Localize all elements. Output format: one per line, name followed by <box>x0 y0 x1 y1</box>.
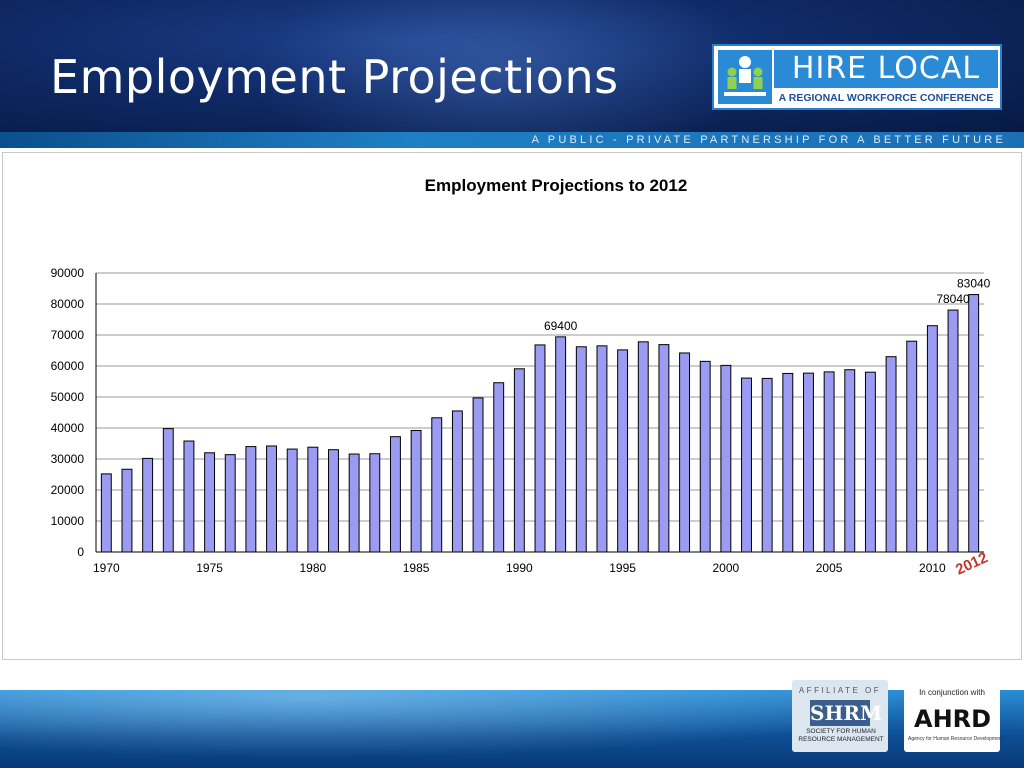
bar <box>761 377 773 553</box>
y-tick-label: 80000 <box>51 297 85 311</box>
bar <box>245 446 257 553</box>
y-tick-label: 0 <box>77 545 84 559</box>
y-tick-label: 20000 <box>51 483 85 497</box>
bar <box>699 360 711 553</box>
hire-local-logo: HIRE LOCAL A REGIONAL WORKFORCE CONFEREN… <box>712 44 1002 110</box>
x-tick-label: 2000 <box>713 561 740 575</box>
x-tick-label: 1970 <box>93 561 120 575</box>
bar <box>348 453 360 553</box>
y-tick-label: 90000 <box>51 266 85 280</box>
x-tick-label-highlight: 2012 <box>953 549 990 579</box>
bar <box>596 345 608 553</box>
bar <box>328 449 339 553</box>
page-title: Employment Projections <box>50 50 619 104</box>
bar <box>658 344 670 553</box>
bar <box>286 448 298 553</box>
bar <box>100 473 112 553</box>
y-tick-label: 50000 <box>51 390 85 404</box>
shrm-logo: SHRM <box>810 700 883 726</box>
y-tick-label: 30000 <box>51 452 85 466</box>
y-tick-label: 70000 <box>51 328 85 342</box>
tagline-bar: A PUBLIC - PRIVATE PARTNERSHIP FOR A BET… <box>0 132 1024 148</box>
bar <box>844 369 856 553</box>
bar <box>575 346 587 553</box>
bar <box>823 371 835 553</box>
bar <box>307 446 319 553</box>
logo-title: HIRE LOCAL <box>774 50 998 88</box>
bar <box>121 468 133 553</box>
bar <box>472 397 484 553</box>
bar <box>926 325 938 553</box>
bar <box>782 372 794 553</box>
y-tick-label: 10000 <box>51 514 85 528</box>
header-light-streak <box>250 0 750 132</box>
bar <box>637 341 649 553</box>
x-tick-label: 2005 <box>816 561 843 575</box>
bar <box>864 371 876 553</box>
bar <box>183 440 195 553</box>
logo-subtitle: A REGIONAL WORKFORCE CONFERENCE <box>778 92 994 104</box>
bar <box>741 377 752 553</box>
y-tick-label: 40000 <box>51 421 85 435</box>
bar <box>513 368 525 553</box>
bar <box>493 382 505 553</box>
data-label: 69400 <box>544 319 578 333</box>
bar <box>885 356 897 553</box>
ahrd-partner-badge: In conjunction with AHRD Agency for Huma… <box>904 680 1004 752</box>
people-icon <box>718 50 772 104</box>
x-tick-label: 1990 <box>506 561 533 575</box>
x-tick-label: 1995 <box>609 561 636 575</box>
data-label: 83040 <box>957 277 991 291</box>
slide-header: Employment Projections HIRE LOCAL A REGI… <box>0 0 1024 132</box>
shrm-affiliate-badge: AFFILIATE OF SHRM SOCIETY FOR HUMAN RESO… <box>792 680 888 752</box>
tagline: A PUBLIC - PRIVATE PARTNERSHIP FOR A BET… <box>531 134 1006 146</box>
x-tick-label: 1975 <box>196 561 223 575</box>
bar <box>617 349 629 553</box>
bar <box>906 340 918 553</box>
bar <box>720 364 732 553</box>
bar <box>410 429 422 553</box>
x-tick-label: 1985 <box>403 561 430 575</box>
bar <box>534 344 546 553</box>
ahrd-conjunction-label: In conjunction with <box>919 688 985 697</box>
shrm-name: SOCIETY FOR HUMAN RESOURCE MANAGEMENT <box>798 728 884 743</box>
shrm-affiliate-label: AFFILIATE OF <box>798 686 882 695</box>
x-tick-label: 2010 <box>919 561 946 575</box>
bar <box>431 417 443 553</box>
bar <box>947 309 959 553</box>
ahrd-name: Agency for Human Resource Development <box>908 736 1004 742</box>
bar <box>266 445 277 553</box>
data-label: 78040 <box>936 292 970 306</box>
bar <box>369 453 381 553</box>
bar <box>451 410 463 553</box>
bar <box>224 454 236 553</box>
bar <box>162 428 174 553</box>
bar <box>142 457 154 553</box>
chart-title: Employment Projections to 2012 <box>424 176 688 195</box>
ahrd-logo: AHRD <box>914 705 992 733</box>
bar <box>803 372 814 553</box>
bar <box>389 436 401 553</box>
bar <box>679 352 691 553</box>
bar <box>968 294 980 553</box>
bar <box>204 452 216 553</box>
bar <box>555 336 567 553</box>
y-tick-label: 60000 <box>51 359 85 373</box>
x-tick-label: 1980 <box>299 561 326 575</box>
